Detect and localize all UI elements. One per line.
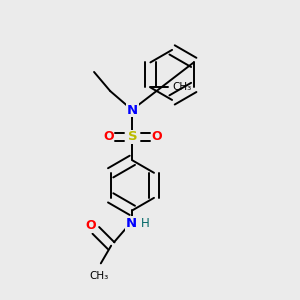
Text: H: H	[141, 217, 150, 230]
Text: O: O	[86, 219, 96, 232]
Text: CH₃: CH₃	[172, 82, 192, 92]
Text: N: N	[125, 217, 136, 230]
Text: O: O	[151, 130, 162, 143]
Text: S: S	[128, 130, 137, 143]
Text: O: O	[103, 130, 113, 143]
Text: CH₃: CH₃	[90, 271, 109, 281]
Text: N: N	[127, 104, 138, 117]
